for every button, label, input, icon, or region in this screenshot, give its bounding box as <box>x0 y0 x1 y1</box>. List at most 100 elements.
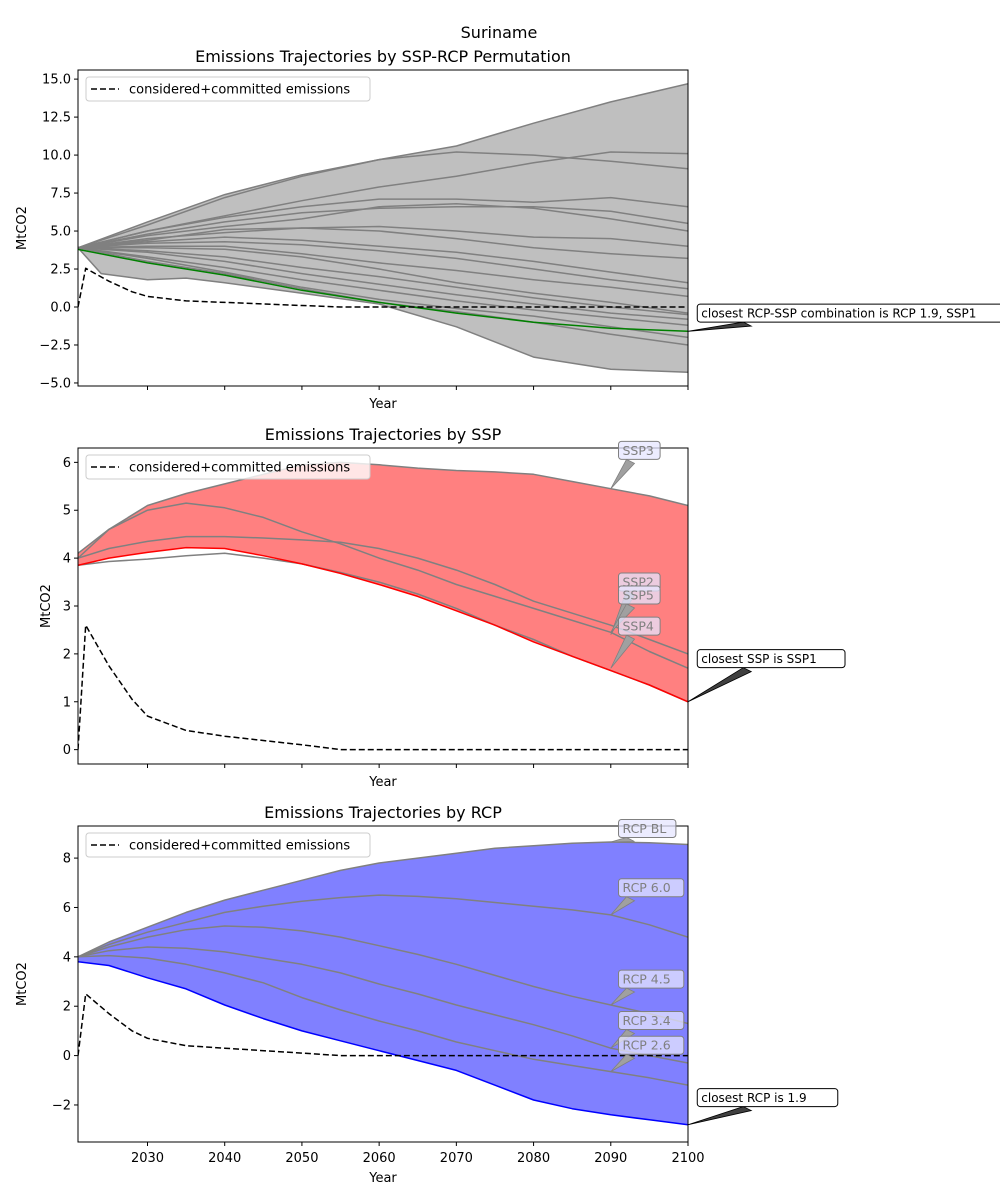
y-tick-label: 5 <box>63 504 71 519</box>
series-line-b4 <box>78 196 688 249</box>
y-tick-label: 0 <box>63 1049 71 1064</box>
committed-emissions-line <box>78 624 688 751</box>
y-axis-label: MtCO2 <box>15 962 30 1006</box>
subplot-3: −2 0 2 4 6 8 2030 2040 2050 2060 2070 2080 2090 2100 Y… <box>15 803 839 1186</box>
closest-annotation: closest RCP is 1.9 <box>687 1088 839 1126</box>
y-tick-label: −5.0 <box>39 376 71 391</box>
y-axis-label: MtCO2 <box>15 206 30 250</box>
y-tick-label: −2.5 <box>39 338 71 353</box>
series-line-r-45 <box>78 925 688 1025</box>
series-line-b12 <box>78 247 688 314</box>
annotation-arrow <box>610 1053 636 1072</box>
x-tick-label: 2070 <box>440 1151 473 1166</box>
y-tick-label: 2 <box>63 647 71 662</box>
committed-emissions-line <box>78 267 688 308</box>
y-tick-label: 4 <box>63 950 71 965</box>
annotation-label: SSP4 <box>623 619 654 634</box>
annotation-label: closest SSP is SSP1 <box>701 652 816 666</box>
figure-suptitle: Suriname <box>461 23 538 42</box>
legend-frame <box>85 832 371 858</box>
annotation-label: RCP 2.6 <box>623 1038 671 1053</box>
series-line-r-60 <box>78 894 688 958</box>
annotation-box <box>618 440 661 460</box>
envelope-fill <box>78 842 688 1125</box>
chart-title: Emissions Trajectories by SSP-RCP Permut… <box>195 47 571 66</box>
y-tick-label: 15.0 <box>42 73 71 88</box>
y-tick-label: 0 <box>63 743 71 758</box>
plot-area <box>78 82 688 374</box>
x-tick-label: 2040 <box>208 1151 241 1166</box>
y-tick-label: 6 <box>63 901 71 916</box>
series-line-r-19 <box>78 961 688 1126</box>
committed-emissions-line <box>78 993 688 1057</box>
legend-frame <box>85 76 371 102</box>
legend: considered+committed emissions <box>85 454 371 480</box>
envelope-fill <box>78 83 688 373</box>
series-line-b11 <box>78 245 688 298</box>
annotation-arrow <box>610 987 636 1006</box>
annotation-box <box>618 969 685 989</box>
legend-frame <box>85 454 371 480</box>
series-line-s-ssp5 <box>78 502 688 669</box>
y-tick-label: 3 <box>63 600 71 615</box>
subplot-1: −5.0 −2.5 0.0 2.5 5.0 7.5 10.0 12.5 15.0 Year MtCO… <box>15 47 1000 412</box>
annotation-arrow <box>610 896 636 916</box>
y-tick-label: 4 <box>63 552 71 567</box>
series-annotation: RCP BL <box>610 818 677 843</box>
annotation-label: closest RCP is 1.9 <box>701 1091 806 1105</box>
series-annotation: SSP4 <box>610 616 661 669</box>
y-axis-label: MtCO2 <box>39 584 54 628</box>
chart-title: Emissions Trajectories by RCP <box>264 803 502 822</box>
series-line-b2 <box>78 151 688 249</box>
y-tick-label: 2 <box>63 1000 71 1015</box>
annotation-label: SSP5 <box>623 587 654 602</box>
series-line-b9 <box>78 236 688 284</box>
y-tick-label: 0.0 <box>50 301 71 316</box>
subplot-2: 0 1 2 3 4 5 6 Year MtCO2 Emissions Trajectories b… <box>39 425 846 790</box>
y-tick-label: 12.5 <box>42 111 71 126</box>
annotation-box <box>618 1035 685 1055</box>
series-line-b14 <box>78 247 688 320</box>
legend: considered+committed emissions <box>85 832 371 858</box>
y-tick-label: 6 <box>63 456 71 471</box>
legend: considered+committed emissions <box>85 76 371 102</box>
annotation-arrow <box>610 837 635 843</box>
y-tick-label: 5.0 <box>50 225 71 240</box>
series-line-b-low <box>78 247 688 374</box>
annotation-label: RCP 3.4 <box>623 1013 671 1028</box>
annotation-box <box>618 818 677 838</box>
annotation-box <box>618 585 661 605</box>
annotation-label: SSP3 <box>623 443 654 458</box>
x-axis-label: Year <box>368 397 397 412</box>
series-line-s-ssp2 <box>78 535 688 655</box>
series-annotation: RCP 4.5 <box>610 969 685 1006</box>
closest-annotation: closest RCP-SSP combination is RCP 1.9, … <box>687 303 1000 332</box>
y-tick-label: 2.5 <box>50 263 71 278</box>
annotation-arrow <box>687 667 753 703</box>
x-tick-label: 2060 <box>363 1151 396 1166</box>
series-line-b16 <box>78 247 688 339</box>
x-tick-label: 2030 <box>131 1151 164 1166</box>
closest-annotation: closest SSP is SSP1 <box>687 649 846 703</box>
legend-label: considered+committed emissions <box>129 839 350 854</box>
series-annotation: RCP 2.6 <box>610 1035 685 1072</box>
series-line-b10 <box>78 240 688 290</box>
annotation-box <box>618 1011 685 1031</box>
x-axis-label: Year <box>368 775 397 790</box>
series-line-s-ssp1 <box>78 546 688 703</box>
annotation-label: RCP 6.0 <box>623 880 671 895</box>
annotation-arrow <box>687 321 753 332</box>
annotation-label: RCP BL <box>623 821 667 836</box>
series-line-s-ssp3 <box>78 461 688 554</box>
legend-label: considered+committed emissions <box>129 83 350 98</box>
series-line-b6 <box>78 202 688 249</box>
series-line-b5 <box>78 205 688 249</box>
x-axis-label: Year <box>368 1171 397 1186</box>
chart-title: Emissions Trajectories by SSP <box>265 425 502 444</box>
annotation-label: RCP 4.5 <box>623 972 671 987</box>
series-line-r-34 <box>78 946 688 1064</box>
annotation-box <box>696 303 1000 323</box>
axes-frame <box>77 69 689 387</box>
